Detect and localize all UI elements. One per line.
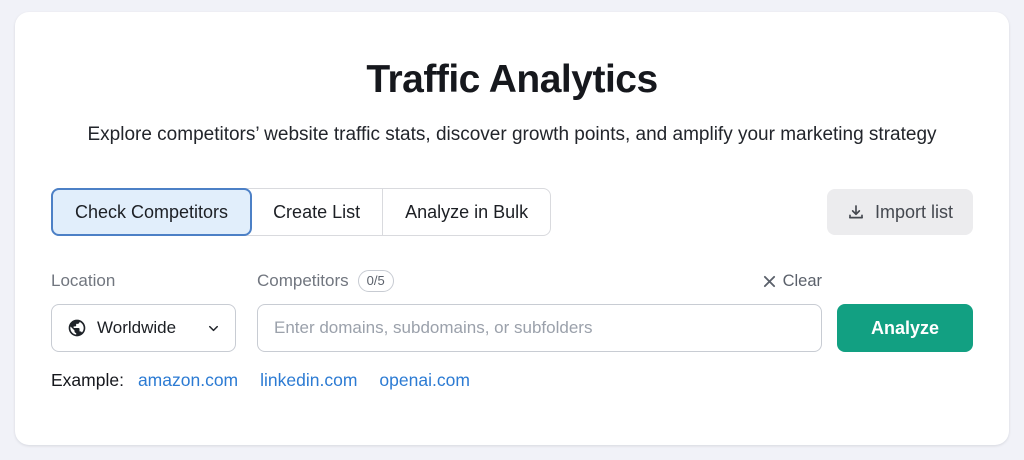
example-link-linkedin[interactable]: linkedin.com — [260, 370, 358, 390]
close-icon — [763, 275, 775, 287]
competitors-label-group: Competitors 0/5 — [257, 270, 763, 292]
globe-icon — [68, 319, 86, 337]
location-label: Location — [51, 271, 116, 290]
tab-check-competitors[interactable]: Check Competitors — [51, 188, 253, 236]
download-icon — [849, 205, 863, 219]
example-link-openai[interactable]: openai.com — [379, 370, 470, 390]
location-value: Worldwide — [97, 318, 177, 337]
tab-create-list[interactable]: Create List — [251, 189, 383, 235]
clear-label: Clear — [782, 271, 822, 290]
chevron-down-icon — [209, 325, 218, 331]
traffic-analytics-card: Traffic Analytics Explore competitors’ w… — [15, 12, 1009, 445]
analyze-button[interactable]: Analyze — [837, 304, 973, 352]
clear-button[interactable]: Clear — [763, 272, 822, 291]
example-link-amazon[interactable]: amazon.com — [137, 370, 239, 390]
page-title: Traffic Analytics — [366, 58, 658, 101]
import-list-button[interactable]: Import list — [826, 189, 973, 235]
location-dropdown[interactable]: Worldwide — [51, 304, 236, 352]
page-subtitle: Explore competitors’ website traffic sta… — [87, 124, 937, 145]
tabs-row: Check Competitors Create List Analyze in… — [51, 188, 973, 236]
import-list-label: Import list — [874, 201, 953, 222]
competitors-count-badge: 0/5 — [357, 270, 394, 292]
tab-group: Check Competitors Create List Analyze in… — [51, 188, 552, 236]
example-label: Example: — [51, 370, 124, 390]
competitors-input[interactable] — [257, 304, 822, 352]
example-row: Example: amazon.com linkedin.com openai.… — [51, 370, 973, 391]
tab-analyze-in-bulk[interactable]: Analyze in Bulk — [382, 189, 551, 235]
labels-row: Location Competitors 0/5 Clear — [51, 270, 973, 292]
competitors-label: Competitors — [257, 271, 349, 290]
controls-row: Worldwide Analyze — [51, 304, 973, 352]
